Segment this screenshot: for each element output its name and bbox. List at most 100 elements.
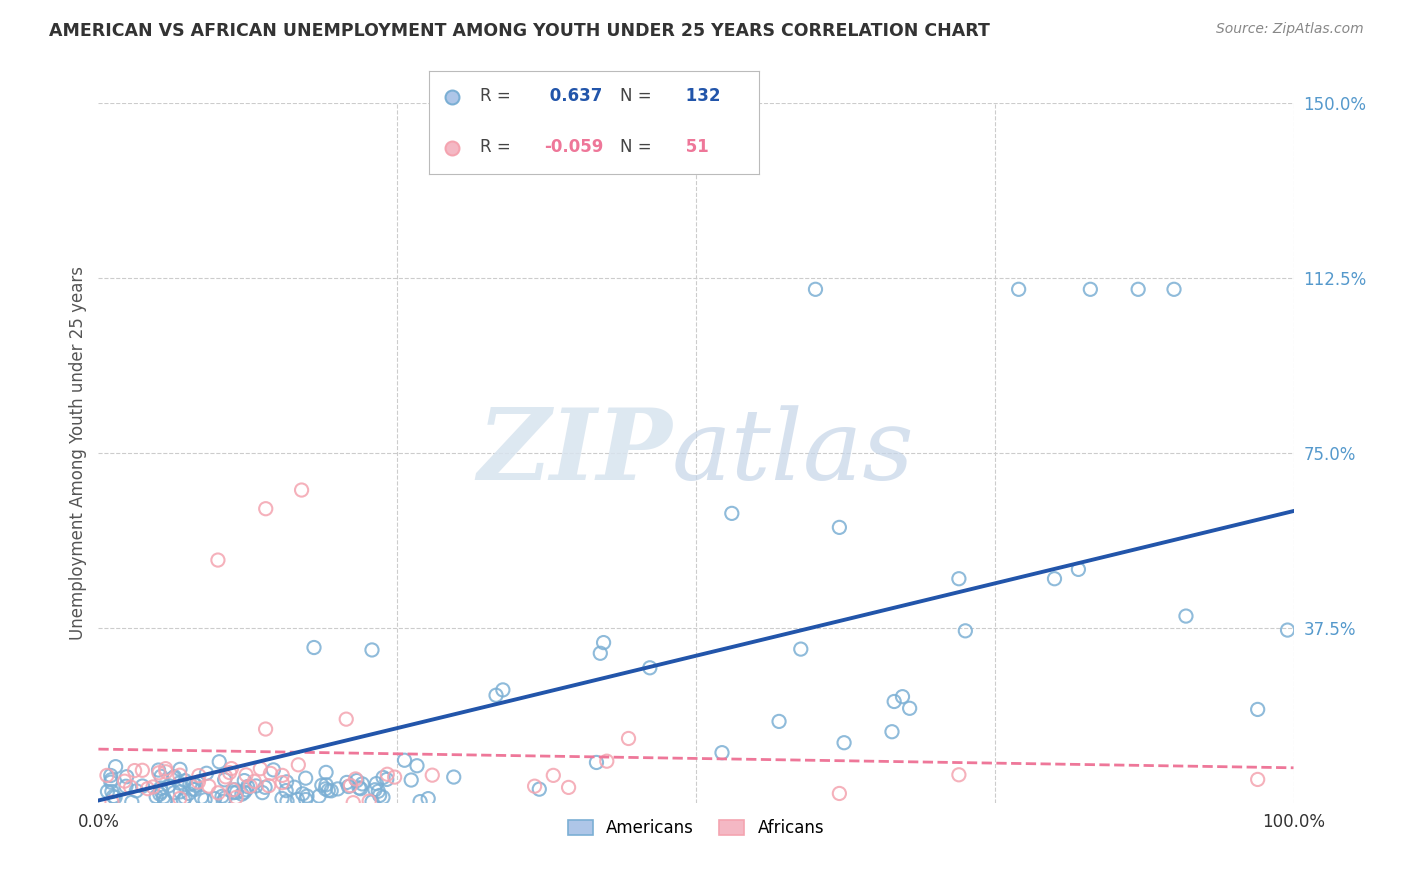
- Point: [257, 779, 280, 793]
- Point: [394, 753, 416, 767]
- Point: [179, 777, 201, 791]
- Y-axis label: Unemployment Among Youth under 25 years: Unemployment Among Youth under 25 years: [69, 266, 87, 640]
- Point: [443, 770, 465, 784]
- Point: [1277, 623, 1299, 637]
- Point: [207, 786, 229, 800]
- Point: [361, 643, 384, 657]
- Point: [235, 782, 257, 797]
- Point: [315, 778, 337, 792]
- Point: [898, 701, 921, 715]
- Point: [891, 690, 914, 704]
- Text: -0.059: -0.059: [544, 138, 603, 156]
- Point: [1247, 772, 1270, 787]
- Point: [375, 767, 398, 781]
- Point: [96, 768, 118, 782]
- Text: R =: R =: [479, 138, 510, 156]
- Point: [828, 787, 851, 801]
- Point: [492, 682, 515, 697]
- Point: [211, 789, 233, 804]
- Point: [183, 777, 205, 791]
- Point: [271, 768, 294, 782]
- Point: [148, 763, 170, 777]
- Point: [225, 790, 247, 805]
- Point: [276, 775, 298, 789]
- Point: [218, 765, 240, 780]
- Point: [440, 90, 463, 104]
- Point: [314, 781, 336, 796]
- Point: [294, 792, 316, 806]
- Point: [283, 780, 305, 795]
- Point: [585, 756, 607, 770]
- Text: R =: R =: [479, 87, 510, 105]
- Text: atlas: atlas: [672, 405, 915, 500]
- Point: [254, 780, 277, 795]
- Point: [222, 786, 245, 800]
- Point: [592, 635, 614, 649]
- Point: [172, 793, 194, 807]
- Point: [828, 520, 851, 534]
- Point: [367, 784, 389, 798]
- Point: [543, 768, 565, 782]
- Point: [371, 790, 394, 805]
- Point: [409, 795, 432, 809]
- Point: [790, 642, 813, 657]
- Point: [1067, 562, 1090, 576]
- Point: [120, 780, 142, 794]
- Point: [948, 572, 970, 586]
- Point: [371, 771, 394, 785]
- Text: N =: N =: [620, 87, 652, 105]
- Point: [208, 755, 231, 769]
- Point: [214, 790, 236, 805]
- Point: [315, 765, 337, 780]
- Point: [249, 762, 271, 776]
- Point: [1080, 282, 1102, 296]
- Point: [207, 553, 229, 567]
- Point: [169, 768, 191, 782]
- Point: [100, 775, 122, 789]
- Point: [1247, 702, 1270, 716]
- Point: [271, 775, 294, 789]
- Point: [114, 774, 136, 789]
- Point: [596, 754, 619, 768]
- Point: [155, 764, 177, 779]
- Point: [125, 784, 148, 798]
- Point: [291, 483, 314, 497]
- Text: N =: N =: [620, 138, 652, 156]
- Point: [418, 791, 440, 805]
- Point: [131, 764, 153, 778]
- Point: [349, 781, 371, 796]
- Point: [287, 757, 309, 772]
- Point: [721, 507, 744, 521]
- Point: [440, 141, 463, 155]
- Point: [384, 770, 406, 784]
- Point: [184, 782, 207, 797]
- Text: ZIP: ZIP: [477, 404, 672, 501]
- Point: [291, 787, 314, 801]
- Point: [243, 774, 266, 789]
- Point: [335, 712, 357, 726]
- Point: [359, 794, 381, 808]
- Point: [276, 794, 298, 808]
- Point: [101, 795, 124, 809]
- Point: [271, 791, 294, 805]
- Point: [239, 779, 262, 793]
- Point: [1043, 572, 1066, 586]
- Point: [346, 773, 368, 788]
- Point: [321, 784, 343, 798]
- Point: [361, 795, 384, 809]
- Point: [150, 769, 173, 783]
- Point: [955, 624, 977, 638]
- Point: [149, 780, 172, 795]
- Point: [235, 768, 257, 782]
- Point: [1008, 282, 1031, 296]
- Point: [233, 773, 256, 788]
- Point: [184, 778, 207, 792]
- Point: [204, 791, 226, 805]
- Point: [326, 781, 349, 796]
- Point: [215, 770, 238, 784]
- Point: [336, 775, 359, 789]
- Point: [103, 789, 125, 804]
- Text: 51: 51: [681, 138, 709, 156]
- Point: [177, 787, 200, 801]
- Point: [101, 784, 124, 798]
